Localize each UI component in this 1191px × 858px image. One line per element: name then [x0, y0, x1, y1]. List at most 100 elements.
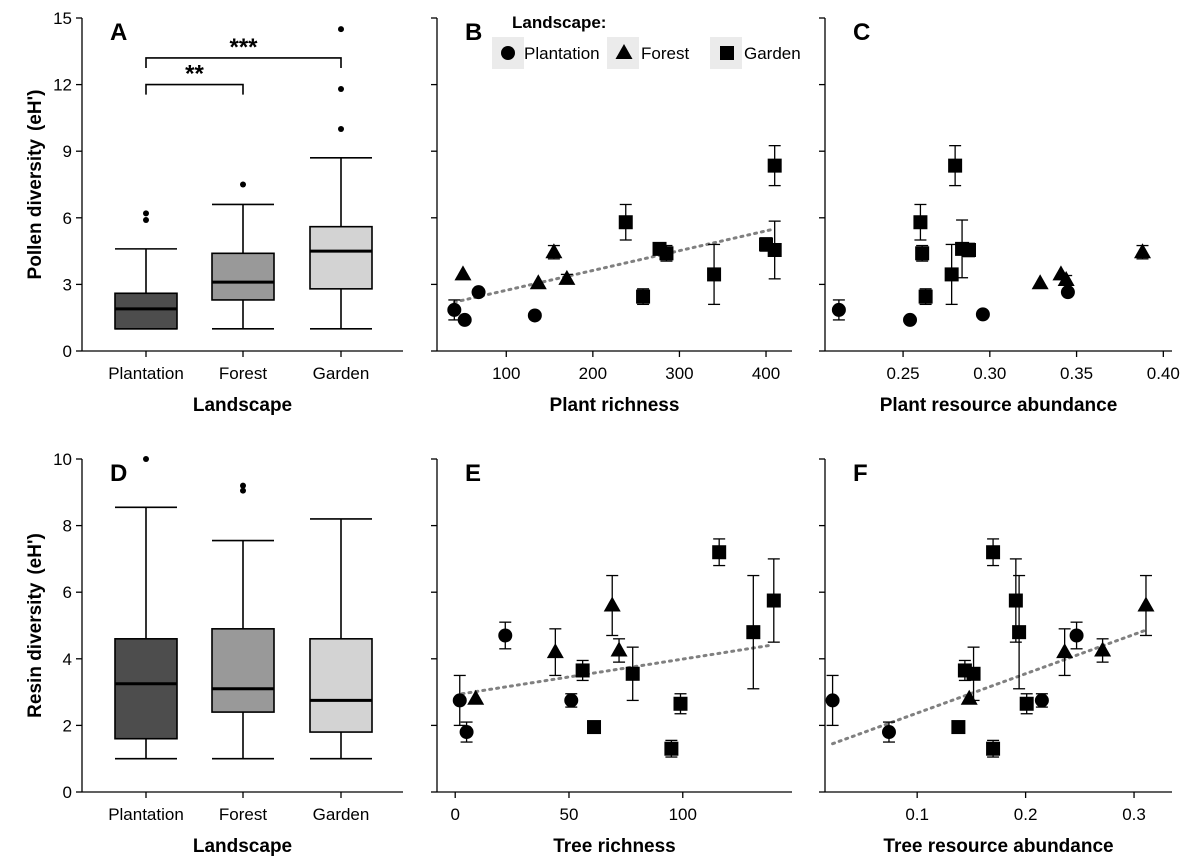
data-point-garden — [1012, 574, 1027, 690]
marker-garden — [636, 289, 651, 304]
data-point-forest — [603, 574, 621, 637]
data-point-forest — [529, 274, 547, 290]
box-body — [309, 638, 373, 733]
x-tick-label: Garden — [313, 805, 370, 824]
marker-plantation — [831, 302, 846, 317]
panel-letter: D — [110, 460, 127, 487]
box-body — [114, 638, 178, 740]
marker-plantation — [1060, 285, 1075, 300]
box-garden — [309, 518, 373, 760]
marker-garden — [915, 246, 930, 261]
marker-garden — [587, 720, 602, 735]
marker-forest — [1137, 596, 1155, 612]
outlier-point — [240, 482, 246, 489]
panel-d: 0 2 4 6 8 10 D Landscape Resin diversity (eH') Pla… — [25, 450, 403, 857]
y-axis-label-unit: (eH') — [25, 90, 46, 131]
x-axis-label: Plant richness — [550, 395, 680, 416]
data-point-garden — [636, 288, 651, 306]
marker-plantation — [498, 628, 513, 643]
data-point-garden — [767, 144, 782, 187]
x-tick-label: Plantation — [108, 364, 184, 383]
y-tick-label: 12 — [53, 76, 72, 95]
panel-e: E Tree richness 0 50 100 — [431, 458, 792, 857]
panel-f: F Tree resource abundance 0.1 0.2 0.3 — [819, 458, 1172, 857]
box-body — [309, 225, 373, 290]
x-tick-label: 100 — [669, 805, 697, 824]
y-tick-label: 8 — [63, 517, 72, 536]
data-point-garden — [913, 203, 928, 241]
bracket-line — [145, 83, 244, 95]
marker-plantation — [457, 312, 472, 327]
marker-plantation — [527, 308, 542, 323]
x-tick-label: 50 — [560, 805, 579, 824]
x-tick-label: 100 — [492, 364, 520, 383]
outlier-point — [338, 26, 344, 33]
x-axis-label: Plant resource abundance — [880, 395, 1118, 416]
marker-plantation — [471, 285, 486, 300]
marker-garden — [918, 289, 933, 304]
data-point-garden — [707, 243, 722, 306]
marker-garden — [707, 267, 722, 282]
marker-forest — [467, 689, 485, 705]
outlier-point — [143, 210, 149, 217]
marker-garden — [659, 246, 674, 261]
x-tick-label: 200 — [579, 364, 607, 383]
data-point-plantation — [564, 693, 579, 708]
data-point-garden — [966, 646, 981, 702]
data-point-forest — [1031, 274, 1049, 290]
panel-letter: A — [110, 19, 127, 46]
data-point-garden — [918, 288, 933, 306]
legend-circle-icon — [501, 46, 515, 60]
data-point-garden — [962, 242, 977, 258]
marker-forest — [1057, 270, 1075, 286]
marker-garden — [951, 720, 966, 735]
data-point-plantation — [527, 308, 542, 323]
data-point-garden — [712, 538, 727, 567]
panel-letter: F — [853, 460, 868, 487]
x-tick-label: 0.40 — [1147, 364, 1180, 383]
y-tick-label: 3 — [63, 275, 72, 294]
y-tick-label: 10 — [53, 450, 72, 469]
x-tick-label: 0.30 — [973, 364, 1006, 383]
data-point-garden — [575, 659, 590, 682]
marker-garden — [712, 545, 727, 560]
legend-title: Landscape: — [512, 13, 606, 32]
x-tick-label: Forest — [219, 364, 267, 383]
y-axis-label-unit: (eH') — [25, 533, 46, 574]
x-tick-label: Garden — [313, 364, 370, 383]
y-tick-label: 6 — [63, 209, 72, 228]
marker-garden — [966, 666, 981, 681]
panel-c: C Plant resource abundance 0.25 0.30 0.35 0.4… — [819, 17, 1180, 416]
data-point-garden — [618, 203, 633, 241]
marker-garden — [673, 696, 688, 711]
significance-label: *** — [229, 34, 258, 61]
y-tick-label: 0 — [63, 342, 72, 361]
marker-plantation — [975, 307, 990, 322]
box-body — [114, 292, 178, 330]
data-point-garden — [746, 574, 761, 690]
x-tick-label: 0 — [450, 805, 459, 824]
data-point-plantation — [498, 621, 513, 650]
box-plantation — [114, 456, 178, 760]
data-point-forest — [558, 269, 576, 285]
bracket-line — [145, 57, 342, 68]
box-body — [211, 628, 275, 713]
data-point-plantation — [1069, 621, 1084, 650]
data-point-garden — [986, 739, 1001, 758]
marker-garden — [575, 663, 590, 678]
x-tick-label: 0.35 — [1060, 364, 1093, 383]
marker-garden — [913, 215, 928, 230]
marker-forest — [546, 643, 564, 659]
marker-garden — [962, 242, 977, 257]
box-body — [211, 252, 275, 301]
marker-forest — [454, 265, 472, 281]
marker-forest — [558, 269, 576, 285]
y-axis-label-text: Pollen diversity — [25, 139, 46, 280]
y-tick-label: 6 — [63, 583, 72, 602]
x-axis-label: Tree resource abundance — [883, 836, 1113, 857]
marker-forest — [529, 274, 547, 290]
data-point-garden — [625, 646, 640, 702]
marker-plantation — [825, 693, 840, 708]
marker-garden — [664, 741, 679, 756]
marker-forest — [603, 596, 621, 612]
